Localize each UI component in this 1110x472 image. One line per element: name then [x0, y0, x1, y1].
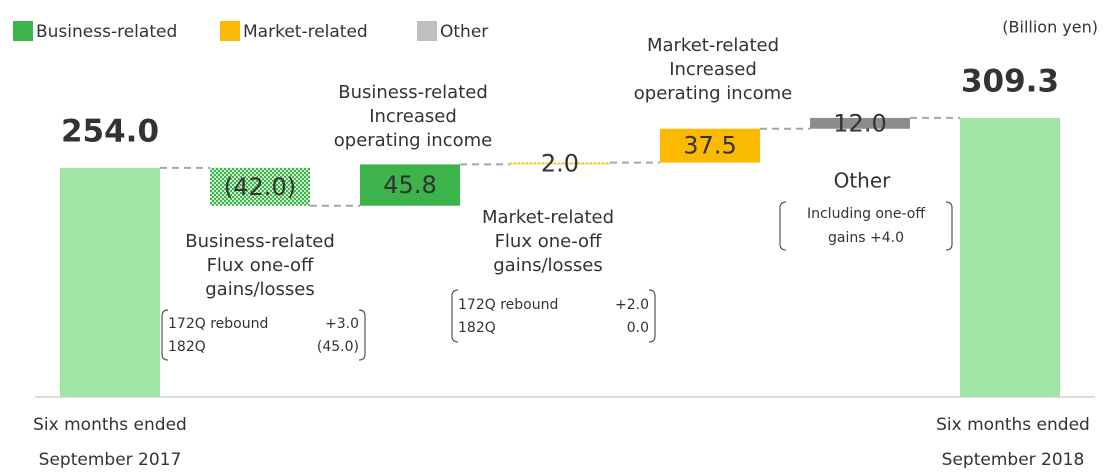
unit-label: (Billion yen)	[1002, 18, 1098, 37]
bar	[660, 128, 760, 163]
legend-swatch	[13, 21, 33, 41]
category-label: Business-related	[338, 82, 488, 103]
bar	[210, 167, 310, 206]
note: Including one-off	[807, 206, 925, 222]
note-label: 182Q	[458, 320, 496, 336]
note-value: 0.0	[627, 320, 649, 336]
category-label: Market-related	[482, 207, 614, 228]
category-label: Flux one-off	[207, 255, 314, 276]
category-label: operating income	[634, 83, 792, 104]
value-label: 12.0	[833, 109, 886, 137]
value-label: 45.8	[383, 171, 436, 199]
category-label: September 2017	[39, 450, 182, 468]
category-label: Other	[834, 169, 892, 193]
legend-label: Market-related	[243, 22, 368, 42]
category-label: Market-related	[647, 35, 779, 56]
category-label: gains/losses	[205, 279, 315, 300]
bracket	[161, 309, 169, 361]
bar	[60, 167, 160, 397]
value-label: 254.0	[61, 113, 159, 149]
bracket	[451, 289, 459, 343]
bar	[810, 117, 910, 129]
note-label: 172Q rebound	[168, 316, 268, 332]
category-label: operating income	[334, 130, 492, 151]
bracket	[945, 201, 953, 251]
category-label: Six months ended	[936, 415, 1090, 435]
bracket	[358, 309, 366, 361]
category-label: Six months ended	[33, 415, 187, 435]
note-label: 182Q	[168, 339, 206, 355]
legend-swatch	[220, 21, 240, 41]
category-label: Business-related	[185, 231, 335, 252]
bar	[960, 117, 1060, 397]
bracket	[648, 289, 656, 343]
category-label: September 2018	[942, 450, 1085, 468]
bracket	[779, 201, 787, 251]
note-label: 172Q rebound	[458, 297, 558, 313]
legend-label: Other	[440, 22, 488, 42]
note: gains +4.0	[828, 230, 904, 246]
note-value: (45.0)	[317, 339, 359, 355]
category-label: gains/losses	[493, 255, 603, 276]
value-label: (42.0)	[224, 173, 296, 201]
category-label: Increased	[369, 106, 457, 127]
legend-swatch	[417, 21, 437, 41]
value-label: 2.0	[541, 149, 579, 177]
value-label: 309.3	[961, 63, 1059, 99]
bar	[360, 164, 460, 206]
note-value: +3.0	[325, 316, 359, 332]
legend-label: Business-related	[36, 22, 177, 42]
category-label: Increased	[669, 59, 757, 80]
note-value: +2.0	[615, 297, 649, 313]
category-label: Flux one-off	[495, 231, 602, 252]
bar	[510, 162, 610, 165]
value-label: 37.5	[683, 132, 736, 160]
